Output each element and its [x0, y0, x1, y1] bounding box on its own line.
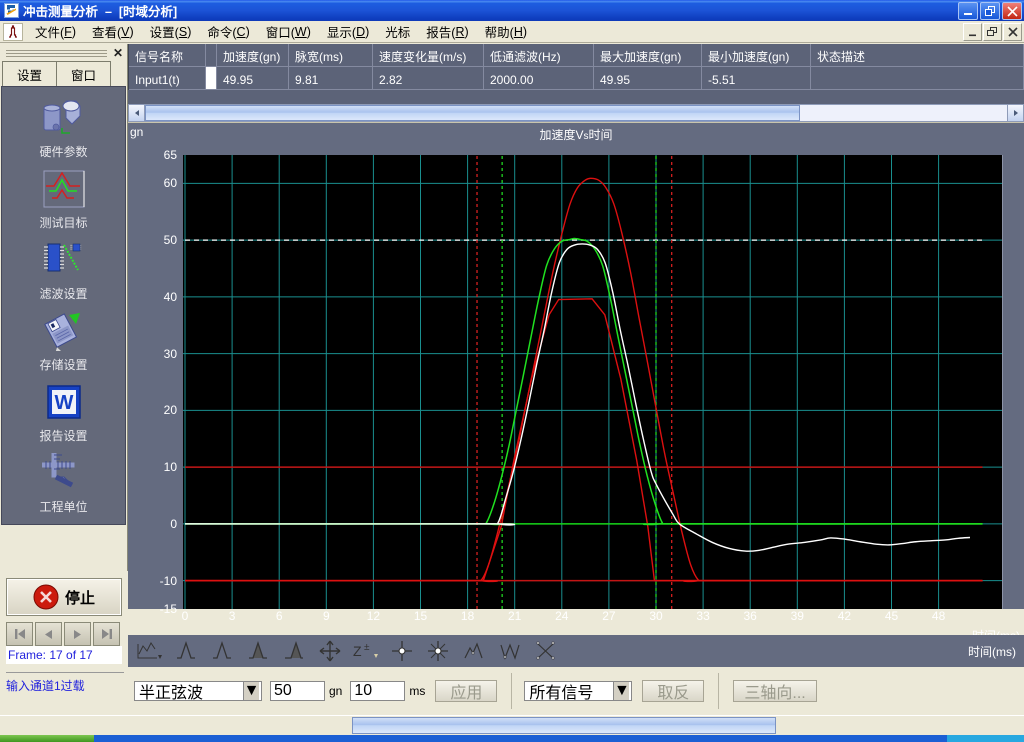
svg-text:W: W: [54, 392, 73, 414]
svg-text:±: ±: [364, 642, 370, 653]
svg-text:Z: Z: [353, 643, 362, 659]
